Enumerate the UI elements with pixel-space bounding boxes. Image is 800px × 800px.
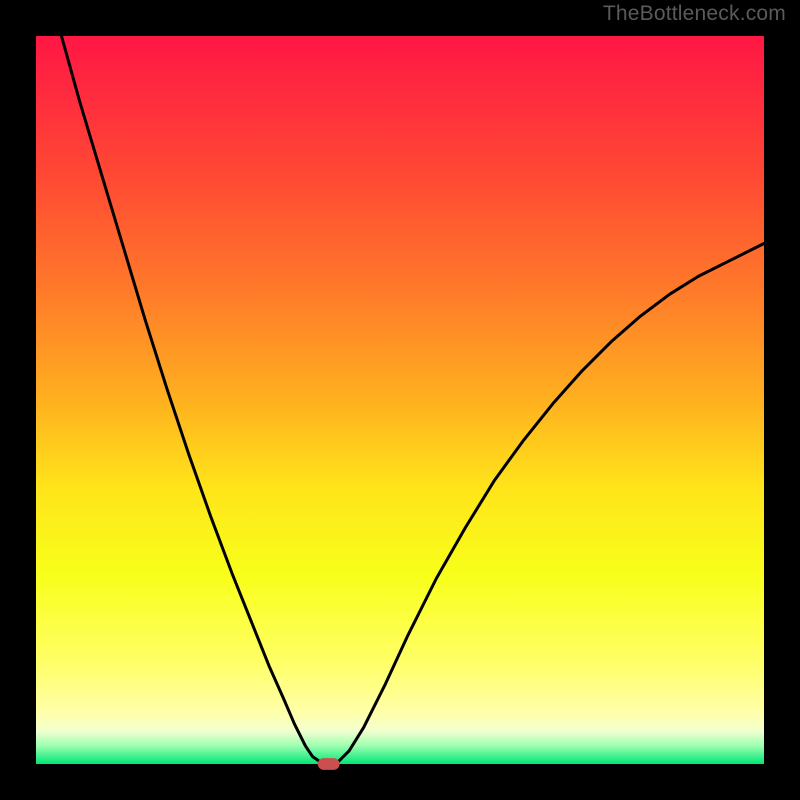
bottleneck-chart [0, 0, 800, 800]
balance-point-marker [318, 758, 340, 770]
chart-container: TheBottleneck.com [0, 0, 800, 800]
watermark-text: TheBottleneck.com [603, 2, 786, 26]
